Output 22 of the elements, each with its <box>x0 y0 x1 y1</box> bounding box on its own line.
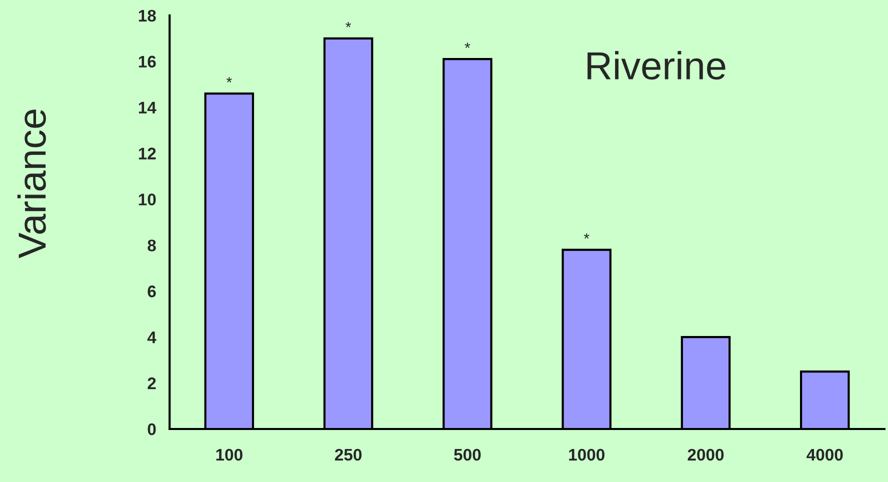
x-tick-label: 250 <box>334 448 362 461</box>
x-tick-label: 100 <box>216 448 242 461</box>
y-tick-label: 4 <box>147 332 156 344</box>
annotation: * <box>584 233 590 239</box>
text: Riverine <box>588 51 726 80</box>
y-tick-label: 12 <box>138 148 156 160</box>
y-axis-title: Variance <box>17 110 46 258</box>
annotation: * <box>346 22 352 28</box>
y-tick-label: 0 <box>148 423 156 436</box>
x-tick-label: 500 <box>454 448 481 461</box>
y-tick-label: 16 <box>138 56 156 68</box>
annotation: * <box>464 42 470 48</box>
y-tick-label: 8 <box>148 240 156 252</box>
x-tick-label: 1000 <box>569 448 604 461</box>
x-tick-label: 4000 <box>806 448 843 461</box>
y-tick-label: 10 <box>138 194 156 206</box>
y-tick-label: 2 <box>148 377 156 390</box>
annotation: * <box>226 77 232 82</box>
y-tick-label: 14 <box>138 102 156 114</box>
y-tick-label: 18 <box>138 10 156 22</box>
x-tick-label: 2000 <box>688 448 724 461</box>
y-tick-label: 6 <box>148 286 156 298</box>
